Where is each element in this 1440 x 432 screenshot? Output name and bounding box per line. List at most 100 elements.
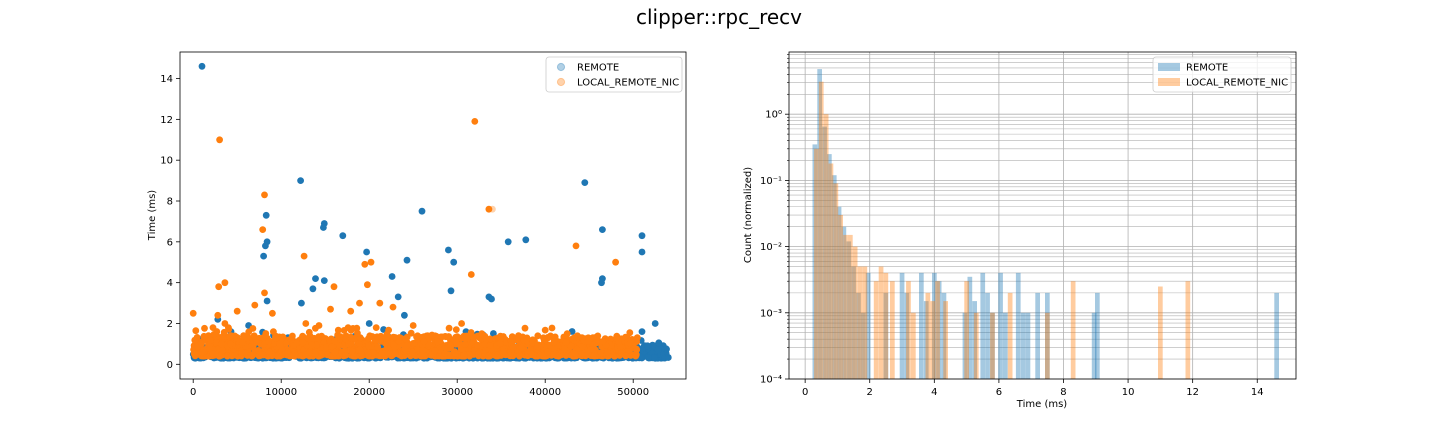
scatter-point xyxy=(386,350,394,357)
scatter-point xyxy=(460,351,468,359)
hist-x-tick-label: 12 xyxy=(1186,387,1199,398)
hist-y-tick-label: 10⁰ xyxy=(765,110,782,121)
hist-bar xyxy=(818,81,824,379)
hist-bar xyxy=(923,301,929,379)
scatter-point xyxy=(486,342,494,349)
scatter-point xyxy=(478,330,486,338)
hist-bar xyxy=(1007,292,1013,379)
scatter-point xyxy=(269,309,276,317)
scatter-point xyxy=(409,340,417,348)
scatter-point xyxy=(271,340,278,347)
hist-bar xyxy=(973,312,979,379)
scatter-point xyxy=(270,328,277,335)
scatter-legend-marker xyxy=(556,62,566,72)
hist-bar xyxy=(812,144,818,379)
scatter-point xyxy=(550,351,558,358)
scatter-plot: Time (ms) 0 10000 20000 30000 40000 50000 0 2 4 6… xyxy=(147,51,687,398)
scatter-point xyxy=(534,332,542,340)
scatter-point xyxy=(584,334,592,342)
scatter-point xyxy=(192,327,200,335)
hist-bar xyxy=(935,281,940,379)
scatter-point xyxy=(562,338,570,346)
scatter-legend-marker xyxy=(556,77,566,87)
scatter-legend-box xyxy=(545,56,683,93)
hist-frame xyxy=(788,51,1297,380)
scatter-point xyxy=(191,336,199,344)
scatter-point xyxy=(283,350,291,358)
hist-bar xyxy=(848,234,853,379)
scatter-point xyxy=(366,332,374,340)
scatter-x-tick-label: 30000 xyxy=(441,387,473,398)
scatter-point xyxy=(309,285,317,293)
scatter-y-tick-label: 0 xyxy=(167,360,173,371)
scatter-point xyxy=(311,349,318,357)
hist-x-tick-label: 14 xyxy=(1251,387,1264,398)
scatter-point xyxy=(391,350,399,358)
hist-bar xyxy=(1091,312,1097,379)
scatter-point xyxy=(504,238,512,246)
scatter-point xyxy=(612,258,619,266)
hist-bar xyxy=(1274,292,1279,379)
hist-bar xyxy=(1070,281,1076,379)
hist-bar xyxy=(1020,312,1026,379)
scatter-point xyxy=(207,336,215,344)
scatter-point xyxy=(572,242,580,250)
scatter-point xyxy=(461,341,469,348)
scatter-point xyxy=(215,283,223,291)
hist-bar xyxy=(823,114,829,379)
scatter-point xyxy=(260,351,267,359)
scatter-point xyxy=(265,348,273,356)
hist-bar xyxy=(846,241,852,379)
scatter-point xyxy=(493,351,501,359)
scatter-point xyxy=(262,330,270,337)
scatter-point xyxy=(320,224,327,231)
scatter-point xyxy=(312,275,319,282)
hist-bar xyxy=(890,281,895,379)
scatter-point xyxy=(529,339,537,347)
scatter-point xyxy=(633,346,641,353)
hist-bar xyxy=(838,215,843,379)
hist-bar xyxy=(936,281,942,379)
scatter-y-tick-label: 12 xyxy=(160,115,173,126)
hist-bar xyxy=(1035,292,1040,379)
scatter-point xyxy=(522,236,530,244)
hist-bar xyxy=(990,312,995,379)
scatter-point xyxy=(265,338,272,345)
scatter-point xyxy=(584,351,592,358)
scatter-point xyxy=(391,334,399,341)
scatter-point xyxy=(485,352,493,359)
scatter-point xyxy=(364,281,371,289)
scatter-point xyxy=(327,305,334,313)
scatter-point xyxy=(650,354,658,361)
scatter-point xyxy=(417,352,425,359)
scatter-point xyxy=(425,340,433,348)
scatter-point xyxy=(625,346,633,354)
scatter-point xyxy=(213,328,221,335)
scatter-point xyxy=(571,334,578,341)
scatter-point xyxy=(638,328,646,335)
scatter-point xyxy=(261,191,268,199)
scatter-point xyxy=(298,299,305,307)
hist-bar xyxy=(831,175,837,379)
scatter-point xyxy=(401,311,408,319)
scatter-point xyxy=(500,347,507,355)
scatter-point xyxy=(589,340,597,348)
hist-y-tick-label: 10⁻⁴ xyxy=(760,375,782,386)
scatter-point xyxy=(645,354,652,362)
scatter-point xyxy=(654,346,662,354)
scatter-point xyxy=(431,347,439,355)
scatter-x-tick-label: 20000 xyxy=(353,387,385,398)
scatter-point xyxy=(488,295,495,303)
scatter-point xyxy=(344,324,352,331)
figure-suptitle: clipper::rpc_recv xyxy=(636,5,802,29)
hist-bar xyxy=(911,312,916,379)
scatter-point xyxy=(348,334,355,342)
scatter-point xyxy=(349,348,356,355)
hist-grid xyxy=(789,52,1296,380)
scatter-point xyxy=(356,299,363,307)
scatter-point xyxy=(302,320,310,327)
scatter-point xyxy=(662,345,670,353)
scatter-point xyxy=(219,346,227,354)
hist-bar xyxy=(852,246,858,379)
